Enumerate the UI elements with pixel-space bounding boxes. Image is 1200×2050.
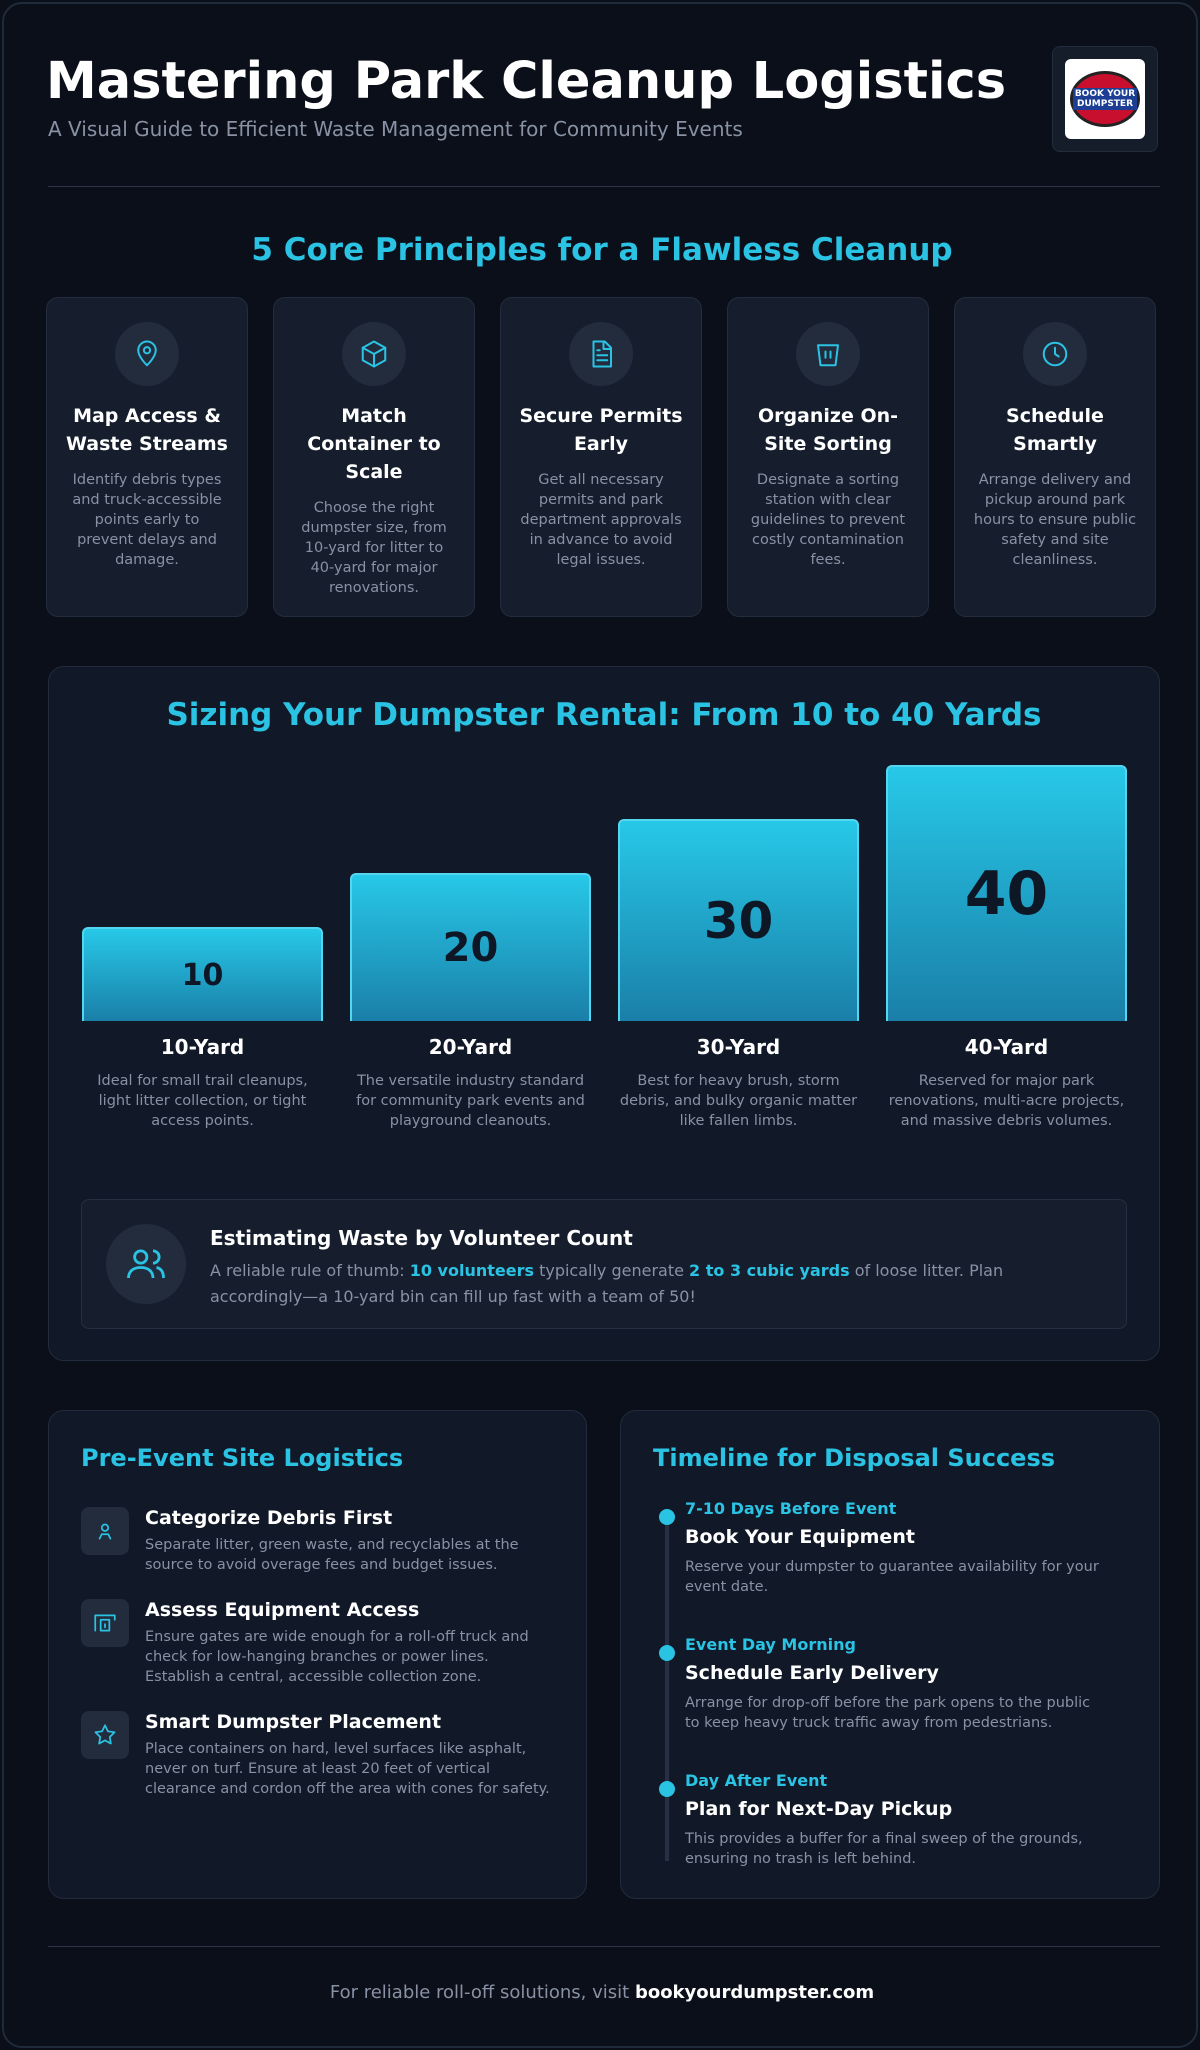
- bar: 10: [82, 927, 323, 1021]
- logistics-item: Smart Dumpster Placement Place containers…: [81, 1711, 551, 1799]
- timeline-dot: [659, 1509, 675, 1525]
- card-title: Secure Permits Early: [519, 405, 683, 455]
- bar-text: Reserved for major park renovations, mul…: [888, 1073, 1125, 1129]
- estimate-text: A reliable rule of thumb: 10 volunteers …: [210, 1258, 1100, 1310]
- card-title: Organize On-Site Sorting: [757, 405, 899, 455]
- footer-link[interactable]: bookyourdumpster.com: [634, 1982, 875, 2003]
- panel-title: Pre-Event Site Logistics: [81, 1444, 404, 1472]
- bar-label: 20-Yard: [428, 1035, 513, 1059]
- icon: [115, 322, 179, 386]
- icon: [81, 1507, 129, 1555]
- card-text: Arrange delivery and pickup around park …: [973, 472, 1137, 568]
- bar-value: 30: [703, 892, 774, 950]
- text: A reliable rule of thumb:: [210, 1261, 410, 1280]
- subtitle: A Visual Guide to Efficient Waste Manage…: [48, 117, 743, 141]
- icon: [342, 322, 406, 386]
- icon: [796, 322, 860, 386]
- logo-box: BOOK YOUR DUMPSTER: [1052, 46, 1158, 152]
- icon: [81, 1599, 129, 1647]
- highlight: 10 volunteers: [409, 1261, 534, 1280]
- logistics-panel: Pre-Event Site Logistics Categorize Debr…: [48, 1410, 587, 1899]
- estimate-box: Estimating Waste by Volunteer Count A re…: [81, 1199, 1127, 1329]
- divider: [48, 1946, 1160, 1947]
- icon: [1023, 322, 1087, 386]
- item-title: Categorize Debris First: [145, 1507, 393, 1529]
- item-text: Ensure gates are wide enough for a roll-…: [145, 1629, 529, 1685]
- title: Mastering Park Cleanup Logistics: [46, 52, 1007, 111]
- bar-text: Best for heavy brush, storm debris, and …: [619, 1073, 858, 1129]
- bar-label: 10-Yard: [160, 1035, 245, 1059]
- step-title: Schedule Early Delivery: [685, 1662, 939, 1684]
- card-title: Map Access & Waste Streams: [66, 405, 228, 455]
- timeline-panel: Timeline for Disposal Success 7-10 Days …: [620, 1410, 1160, 1899]
- bar-value: 20: [442, 925, 499, 971]
- principle-card: Match Container to Scale Choose the right…: [273, 297, 475, 617]
- icon: [569, 322, 633, 386]
- section-title: Sizing Your Dumpster Rental: From 10 to …: [166, 697, 1042, 733]
- bar: 20: [350, 873, 591, 1021]
- principle-card: Secure Permits Early Get all necessary pe…: [500, 297, 702, 617]
- panel-title: Timeline for Disposal Success: [653, 1444, 1056, 1472]
- step-when: Day After Event: [685, 1771, 828, 1790]
- bar-value: 40: [964, 859, 1049, 929]
- principle-card: Organize On-Site Sorting Designate a sort…: [727, 297, 929, 617]
- item-title: Smart Dumpster Placement: [145, 1711, 442, 1733]
- divider: [48, 186, 1160, 187]
- logo: BOOK YOUR DUMPSTER: [1065, 59, 1145, 139]
- card-title: Match Container to Scale: [307, 405, 441, 483]
- logo-text: BOOK YOUR DUMPSTER: [1073, 88, 1137, 110]
- step-title: Plan for Next-Day Pickup: [685, 1798, 953, 1820]
- text: of loose litter. Plan accordingly—a 10-y…: [210, 1261, 1004, 1306]
- bar-value: 10: [181, 957, 224, 993]
- card-title: Schedule Smartly: [1006, 405, 1104, 455]
- footer-text: For reliable roll-off solutions, visit: [329, 1982, 635, 2003]
- step-text: Arrange for drop-off before the park ope…: [685, 1695, 1091, 1731]
- card-text: Identify debris types and truck-accessib…: [72, 472, 222, 568]
- item-text: Place containers on hard, level surfaces…: [145, 1741, 550, 1797]
- bar: 30: [618, 819, 859, 1021]
- step-text: Reserve your dumpster to guarantee avail…: [685, 1559, 1099, 1595]
- estimate-title: Estimating Waste by Volunteer Count: [210, 1226, 633, 1250]
- highlight: 2 to 3 cubic yards: [689, 1261, 850, 1280]
- step-when: 7-10 Days Before Event: [685, 1499, 897, 1518]
- item-text: Separate litter, green waste, and recycl…: [145, 1537, 519, 1573]
- bar-text: The versatile industry standard for comm…: [356, 1073, 585, 1129]
- bar-label: 40-Yard: [964, 1035, 1049, 1059]
- principle-card: Map Access & Waste Streams Identify debri…: [46, 297, 248, 617]
- principle-card: Schedule Smartly Arrange delivery and pic…: [954, 297, 1156, 617]
- icon: [106, 1224, 186, 1304]
- section-title: 5 Core Principles for a Flawless Cleanup: [251, 232, 953, 268]
- step-when: Event Day Morning: [685, 1635, 856, 1654]
- bar-label: 30-Yard: [696, 1035, 781, 1059]
- step-text: This provides a buffer for a final sweep…: [685, 1831, 1083, 1867]
- timeline-dot: [659, 1781, 675, 1797]
- card-text: Get all necessary permits and park depar…: [520, 472, 682, 568]
- logistics-item: Categorize Debris First Separate litter, …: [81, 1507, 551, 1575]
- sizing-panel: Sizing Your Dumpster Rental: From 10 to …: [48, 666, 1160, 1361]
- step-title: Book Your Equipment: [685, 1526, 915, 1548]
- logistics-item: Assess Equipment Access Ensure gates are …: [81, 1599, 551, 1687]
- footer: For reliable roll-off solutions, visit b…: [4, 1982, 1200, 2003]
- item-title: Assess Equipment Access: [145, 1599, 420, 1621]
- timeline-line: [665, 1513, 669, 1861]
- card-text: Designate a sorting station with clear g…: [750, 472, 906, 568]
- text: typically generate: [534, 1261, 690, 1280]
- icon: [81, 1711, 129, 1759]
- card-text: Choose the right dumpster size, from 10-…: [301, 500, 447, 596]
- timeline-dot: [659, 1645, 675, 1661]
- bar: 40: [886, 765, 1127, 1021]
- bar-text: Ideal for small trail cleanups, light li…: [97, 1073, 308, 1129]
